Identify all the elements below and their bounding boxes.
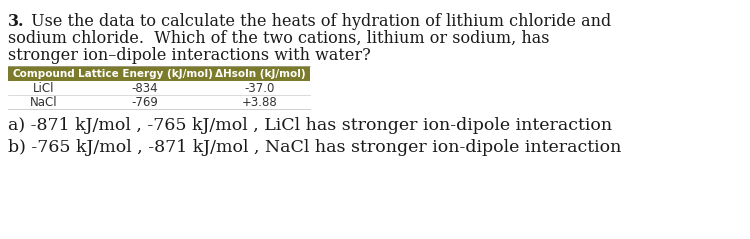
Bar bbox=[8, 81, 310, 95]
Text: stronger ion–dipole interactions with water?: stronger ion–dipole interactions with wa… bbox=[8, 47, 370, 64]
Text: Compound: Compound bbox=[13, 69, 75, 78]
Text: NaCl: NaCl bbox=[30, 96, 58, 109]
Text: 3.: 3. bbox=[8, 13, 25, 30]
Text: b) -765 kJ/mol , -871 kJ/mol , NaCl has stronger ion-dipole interaction: b) -765 kJ/mol , -871 kJ/mol , NaCl has … bbox=[8, 139, 621, 156]
Text: Lattice Energy (kJ/mol): Lattice Energy (kJ/mol) bbox=[77, 69, 212, 78]
Text: Use the data to calculate the heats of hydration of lithium chloride and: Use the data to calculate the heats of h… bbox=[26, 13, 611, 30]
Text: sodium chloride.  Which of the two cations, lithium or sodium, has: sodium chloride. Which of the two cation… bbox=[8, 30, 550, 47]
Text: LiCl: LiCl bbox=[33, 81, 55, 94]
Bar bbox=[8, 66, 310, 81]
Text: -37.0: -37.0 bbox=[244, 81, 275, 94]
Text: a) -871 kJ/mol , -765 kJ/mol , LiCl has stronger ion-dipole interaction: a) -871 kJ/mol , -765 kJ/mol , LiCl has … bbox=[8, 117, 612, 134]
Text: -769: -769 bbox=[131, 96, 158, 109]
Bar bbox=[8, 95, 310, 109]
Text: -834: -834 bbox=[132, 81, 158, 94]
Text: ΔHsoln (kJ/mol): ΔHsoln (kJ/mol) bbox=[214, 69, 305, 78]
Text: +3.88: +3.88 bbox=[242, 96, 278, 109]
